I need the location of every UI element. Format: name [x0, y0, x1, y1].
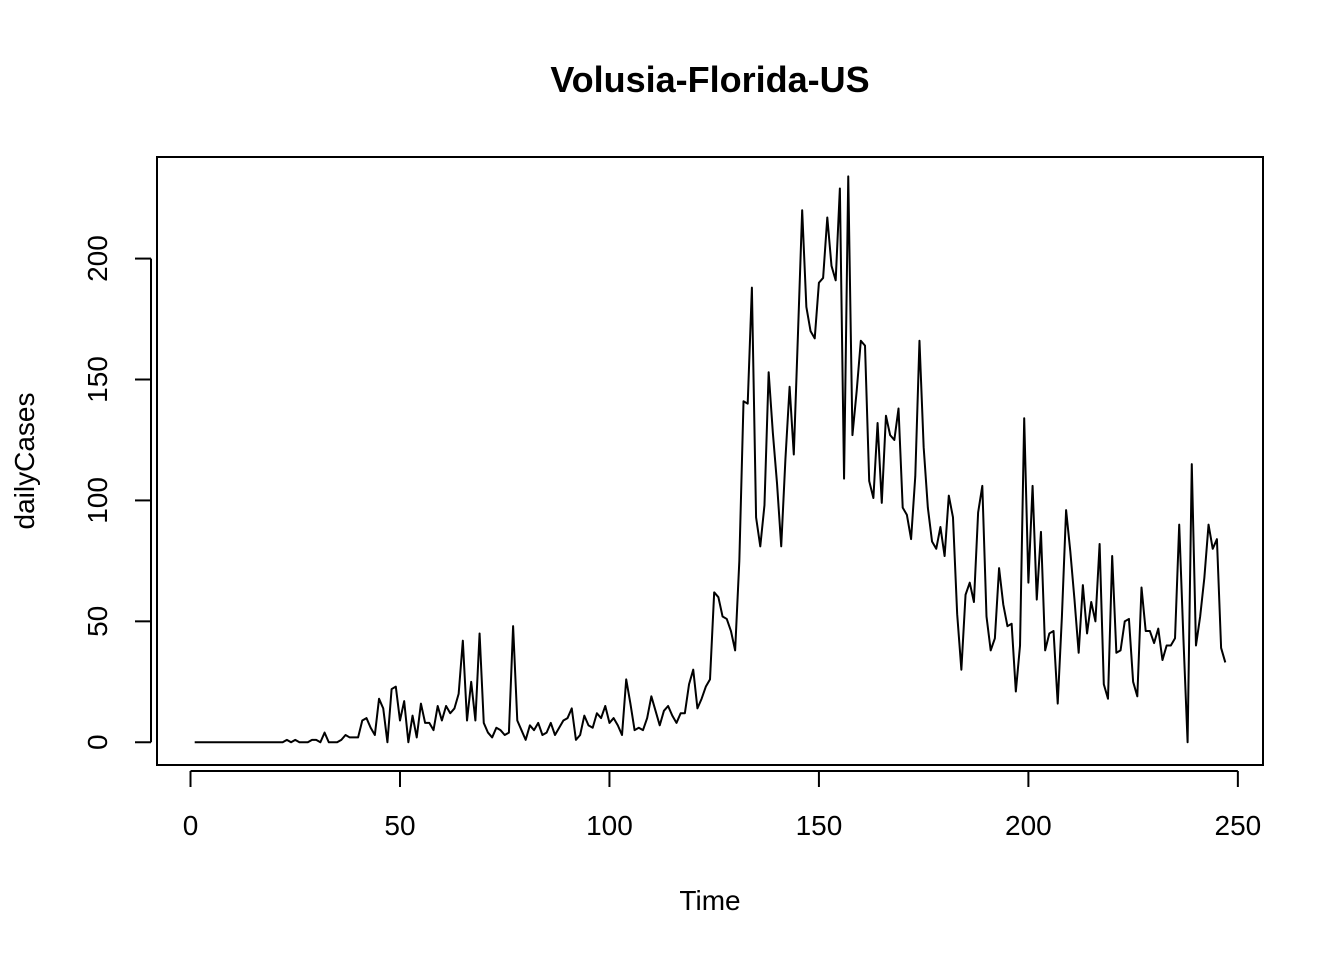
y-axis: 0 50 100 150 200: [82, 235, 152, 750]
x-axis: 0 50 100 150 200 250: [183, 770, 1262, 841]
y-tick-label: 0: [82, 734, 113, 750]
chart-title: Volusia-Florida-US: [550, 59, 869, 100]
x-tick-label: 150: [796, 810, 843, 841]
x-tick-label: 0: [183, 810, 199, 841]
x-tick-label: 200: [1005, 810, 1052, 841]
series-line: [194, 175, 1227, 744]
y-tick-label: 150: [82, 356, 113, 403]
plot-frame: [156, 156, 1264, 766]
y-tick-label: 100: [82, 477, 113, 524]
x-axis-label: Time: [679, 885, 740, 916]
x-tick-label: 250: [1215, 810, 1262, 841]
y-axis-label: dailyCases: [9, 393, 40, 530]
y-tick-label: 200: [82, 235, 113, 282]
y-tick-label: 50: [82, 606, 113, 637]
x-tick-label: 100: [586, 810, 633, 841]
x-tick-label: 50: [384, 810, 415, 841]
